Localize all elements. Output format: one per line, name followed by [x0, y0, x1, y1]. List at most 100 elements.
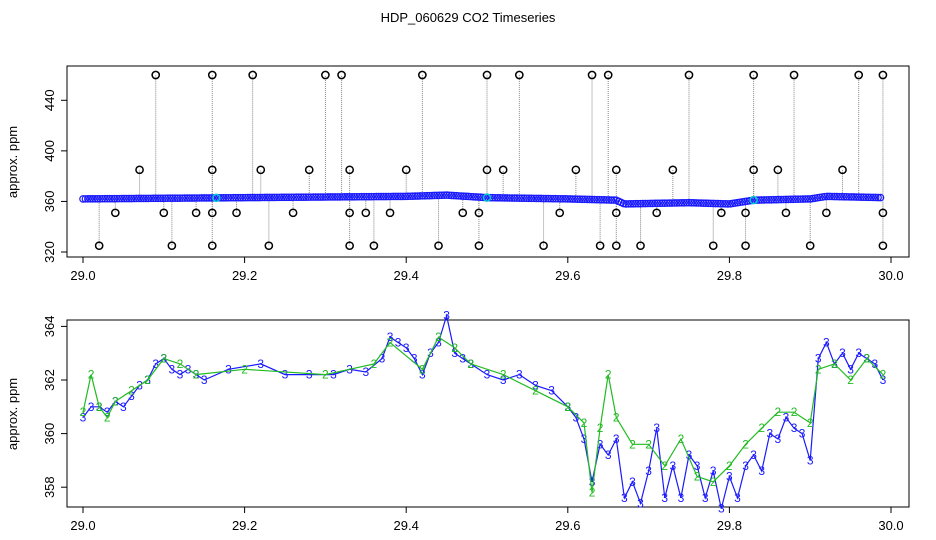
flagged-point — [773, 165, 783, 175]
baseline-point — [217, 194, 225, 202]
series-point-3: 3 — [306, 368, 313, 382]
baseline-point — [721, 200, 730, 208]
flagged-point — [207, 241, 217, 251]
baseline-point — [576, 195, 584, 204]
series-point-3: 3 — [104, 405, 111, 419]
x-tick-label: 29.6 — [555, 268, 580, 283]
baseline-point — [406, 192, 415, 201]
baseline-point — [450, 191, 458, 200]
baseline-point — [670, 199, 679, 207]
baseline-point — [132, 194, 141, 203]
y-tick-label: 362 — [42, 369, 57, 391]
baseline-point — [777, 195, 785, 204]
baseline-point — [517, 194, 526, 202]
baseline-point — [236, 193, 245, 202]
baseline-point — [265, 193, 274, 202]
flagged-point — [110, 208, 120, 218]
baseline-point — [404, 192, 412, 201]
series-point-3: 3 — [880, 373, 887, 387]
baseline-point — [799, 195, 807, 203]
series-point-2: 2 — [645, 437, 652, 451]
baseline-point — [110, 194, 119, 203]
baseline-point — [714, 199, 722, 208]
baseline-point — [280, 193, 288, 202]
baseline-point — [835, 192, 844, 201]
baseline-point — [629, 199, 638, 208]
y-tick-label: 360 — [42, 423, 57, 445]
flagged-point — [401, 165, 411, 175]
series-point-2: 2 — [96, 400, 103, 414]
baseline-point — [154, 194, 162, 203]
baseline-point — [605, 196, 613, 204]
baseline-point — [566, 195, 575, 203]
flagged-point — [781, 208, 791, 218]
baseline-point — [636, 199, 645, 208]
series-point-3: 3 — [88, 400, 95, 414]
series-point-3: 3 — [80, 411, 87, 425]
baseline-point — [188, 194, 196, 202]
baseline-point — [850, 193, 858, 201]
series-point-2: 2 — [589, 486, 596, 500]
flagged-point — [304, 165, 314, 175]
series-point-3: 3 — [678, 491, 685, 505]
baseline-point — [161, 194, 170, 203]
baseline-point — [113, 194, 121, 203]
baseline-point — [120, 194, 129, 203]
flagged-point — [418, 70, 427, 80]
baseline-point — [508, 194, 516, 202]
flagged-point — [167, 241, 177, 251]
series-point-2: 2 — [847, 373, 854, 387]
series-point-3: 3 — [169, 362, 176, 376]
baseline-point — [365, 192, 373, 201]
flagged-point — [264, 241, 274, 251]
series-point-2: 2 — [831, 357, 838, 371]
baseline-point — [457, 192, 465, 200]
baseline-point — [256, 193, 264, 202]
series-point-2: 2 — [104, 411, 111, 425]
baseline-point — [534, 194, 543, 203]
baseline-point — [251, 193, 259, 202]
series-point-2: 2 — [880, 368, 887, 382]
baseline-point — [762, 196, 771, 204]
baseline-point — [845, 193, 853, 201]
flagged-point — [474, 208, 484, 218]
flagged-point — [878, 208, 888, 218]
flagged-point — [668, 165, 678, 175]
baseline-point — [639, 199, 647, 208]
baseline-point — [537, 194, 545, 203]
baseline-point — [190, 194, 199, 202]
baseline-point — [496, 194, 504, 202]
baseline-point — [522, 194, 531, 203]
flagged-point — [539, 241, 548, 251]
baseline-point — [183, 194, 192, 202]
baseline-point — [803, 195, 812, 203]
series-point-2: 2 — [80, 405, 87, 419]
series-point-2: 2 — [581, 416, 588, 430]
series-point-3: 3 — [710, 464, 717, 478]
highlight-point — [749, 195, 758, 205]
series-point-3: 3 — [823, 335, 830, 349]
series-point-3: 3 — [573, 411, 580, 425]
baseline-point — [357, 192, 366, 201]
flagged-point — [337, 70, 346, 80]
baseline-point — [394, 192, 402, 201]
flagged-point — [385, 208, 395, 218]
baseline-point — [304, 193, 313, 201]
series-point-3: 3 — [589, 475, 596, 489]
baseline-point — [197, 194, 206, 202]
baseline-point — [505, 194, 514, 202]
series-point-3: 3 — [758, 464, 765, 478]
baseline-point — [828, 192, 836, 201]
series-point-3: 3 — [395, 335, 402, 349]
baseline-point — [117, 194, 126, 203]
baseline-point — [93, 194, 102, 203]
series-point-3: 3 — [419, 368, 426, 382]
baseline-point — [319, 193, 327, 201]
series-point-3: 3 — [330, 368, 337, 382]
series-point-2: 2 — [775, 405, 782, 419]
baseline-point — [164, 194, 172, 203]
flagged-point — [652, 208, 662, 218]
baseline-point — [166, 194, 175, 203]
series-point-3: 3 — [734, 491, 741, 505]
series-point-3: 3 — [120, 400, 127, 414]
